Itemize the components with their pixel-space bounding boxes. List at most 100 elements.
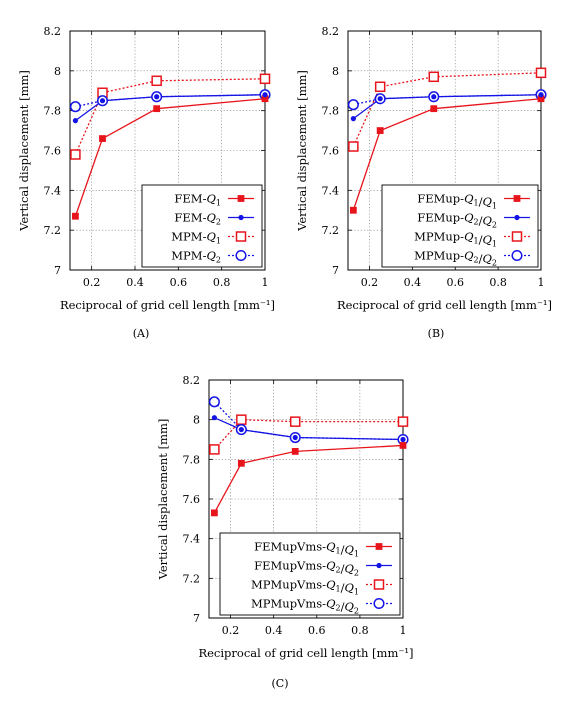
data-point-femup-q1-q1 — [376, 127, 384, 134]
data-point-fem-q1 — [99, 135, 106, 142]
x-tick-label: 1 — [538, 276, 545, 289]
y-tick-label: 7.4 — [183, 533, 201, 546]
series-line-femup-q2-q2 — [352, 94, 542, 120]
data-point-femupvms-q2-q2 — [211, 415, 217, 421]
series-line-femupvms-q2-q2 — [214, 417, 404, 441]
data-point-mpm-q1 — [70, 149, 81, 160]
data-point-mpmupvms-q1-q1 — [236, 414, 247, 425]
data-point-mpmup-q1-q1 — [428, 71, 440, 83]
x-tick-label: 1 — [262, 276, 269, 289]
legend-marker-mpmup-q1-q1 — [511, 231, 523, 242]
data-point-mpm-q1 — [151, 75, 162, 87]
legend-entry-mpm-q2: MPM-Q2 — [171, 249, 221, 265]
y-axis-label: Vertical displacement [mm] — [295, 70, 309, 232]
y-tick-label: 7.2 — [183, 572, 201, 585]
data-point-mpmupvms-q1-q1 — [289, 416, 301, 427]
data-point-femupvms-q1-q1 — [291, 447, 299, 455]
x-tick-label: 0.4 — [126, 276, 144, 289]
data-point-mpmupvms-q1-q1 — [209, 444, 220, 455]
panel-caption: (A) — [133, 327, 150, 340]
y-tick-label: 7.8 — [44, 105, 62, 118]
y-tick-label: 8.2 — [44, 25, 62, 38]
data-point-femup-q2-q2 — [377, 96, 383, 102]
data-point-fem-q1 — [153, 105, 161, 113]
y-tick-label: 7.8 — [322, 105, 340, 118]
y-tick-label: 8.2 — [322, 25, 340, 38]
y-tick-label: 7.6 — [44, 145, 62, 158]
x-tick-label: 0.6 — [170, 276, 188, 289]
data-point-femup-q1-q1 — [349, 206, 357, 214]
data-point-fem-q2 — [154, 94, 160, 100]
panel-caption: (C) — [272, 677, 289, 690]
data-point-mpmupvms-q2-q2 — [208, 396, 220, 408]
series-line-mpmup-q2-q2 — [353, 94, 542, 106]
panel-a: 0.2 0.4 0.6 0.8 1 7 7.2 7.4 7.6 7.8 8 8.2 Reciprocal… — [17, 25, 275, 340]
panel-caption: (B) — [428, 327, 445, 340]
data-point-mpmup-q2-q2 — [347, 99, 359, 111]
y-tick-label: 8 — [193, 414, 200, 427]
legend-marker-femup-q1-q1 — [513, 195, 521, 202]
data-point-fem-q2 — [99, 98, 106, 104]
x-axis-label: Reciprocal of grid cell length [mm⁻¹] — [60, 298, 275, 312]
data-point-mpmupvms-q1-q1 — [397, 416, 409, 427]
data-point-mpm-q1 — [259, 73, 271, 85]
data-point-femupvms-q2-q2 — [292, 434, 298, 441]
y-tick-label: 7.6 — [183, 493, 201, 506]
legend-marker-mpmup-q2-q2 — [511, 249, 523, 262]
legend-entry-mpmup-q2-q2: MPMup-Q2/Q2 — [414, 249, 497, 268]
x-tick-label: 0.8 — [213, 276, 231, 289]
legend-marker-mpm-q1 — [235, 231, 247, 242]
data-point-femupvms-q1-q1 — [210, 509, 218, 517]
legend-marker-mpm-q2 — [235, 249, 247, 262]
legend-entry-mpmup-q1-q1: MPMup-Q1/Q1 — [414, 230, 497, 249]
x-tick-label: 0.4 — [404, 276, 422, 289]
legend-entry-mpmupvms-q1-q1: MPMupVms-Q1/Q1 — [251, 578, 359, 597]
legend-marker-mpmupvms-q1-q1 — [373, 579, 385, 590]
data-point-mpmup-q1-q1 — [348, 141, 359, 152]
panel-c: 0.2 0.4 0.6 0.8 1 7 7.2 7.4 7.6 7.8 8 8.2 Reciprocal… — [156, 374, 414, 690]
data-point-femupvms-q2-q2 — [238, 426, 244, 433]
data-point-fem-q2 — [262, 92, 268, 98]
series-line-mpmup-q1-q1 — [352, 72, 542, 147]
y-axis-label: Vertical displacement [mm] — [17, 70, 31, 232]
y-tick-label: 7 — [54, 264, 61, 277]
legend-marker-fem-q1 — [237, 195, 245, 202]
data-point-femup-q2-q2 — [431, 94, 437, 100]
series-line-fem-q2 — [75, 94, 266, 122]
x-tick-label: 0.8 — [351, 624, 369, 637]
y-tick-label: 7.2 — [44, 224, 62, 237]
legend-marker-femupvms-q1-q1 — [375, 543, 383, 550]
y-tick-label: 7.2 — [322, 224, 340, 237]
legend-entry-femup-q1-q1: FEMup-Q1/Q1 — [417, 192, 497, 211]
y-tick-label: 7 — [332, 264, 339, 277]
data-point-femupvms-q2-q2 — [400, 436, 406, 443]
x-axis-label: Reciprocal of grid cell length [mm⁻¹] — [198, 646, 413, 660]
legend-marker-mpmupvms-q2-q2 — [373, 597, 385, 610]
series-line-femupvms-q1-q1 — [213, 444, 404, 514]
data-point-mpm-q2 — [69, 101, 81, 113]
legend-entry-mpmupvms-q2-q2: MPMupVms-Q2/Q2 — [251, 597, 359, 616]
y-tick-label: 7 — [193, 612, 200, 625]
x-tick-label: 0.2 — [83, 276, 101, 289]
legend-entry-mpm-q1: MPM-Q1 — [171, 230, 221, 246]
legend-marker-femupvms-q2-q2 — [376, 562, 382, 569]
data-point-femup-q1-q1 — [430, 105, 438, 113]
legend-entry-femupvms-q1-q1: FEMupVms-Q1/Q1 — [254, 540, 359, 559]
y-tick-label: 7.6 — [322, 145, 340, 158]
x-tick-label: 0.6 — [446, 276, 464, 289]
legend-entry-femupvms-q2-q2: FEMupVms-Q2/Q2 — [254, 559, 359, 578]
x-tick-label: 0.8 — [489, 276, 507, 289]
data-point-femupvms-q1-q1 — [399, 442, 407, 449]
y-axis-label: Vertical displacement [mm] — [156, 419, 170, 581]
data-point-mpmup-q1-q1 — [535, 67, 547, 79]
x-tick-label: 0.2 — [222, 624, 240, 637]
data-point-femup-q2-q2 — [350, 116, 356, 122]
legend-marker-femup-q2-q2 — [514, 214, 520, 221]
legend-marker-fem-q2 — [238, 214, 244, 221]
x-tick-label: 0.4 — [265, 624, 283, 637]
data-point-femup-q2-q2 — [538, 92, 544, 98]
y-tick-label: 8.2 — [183, 374, 201, 387]
series-line-femup-q1-q1 — [352, 98, 542, 211]
legend-entry-fem-q2: FEM-Q2 — [174, 211, 221, 227]
